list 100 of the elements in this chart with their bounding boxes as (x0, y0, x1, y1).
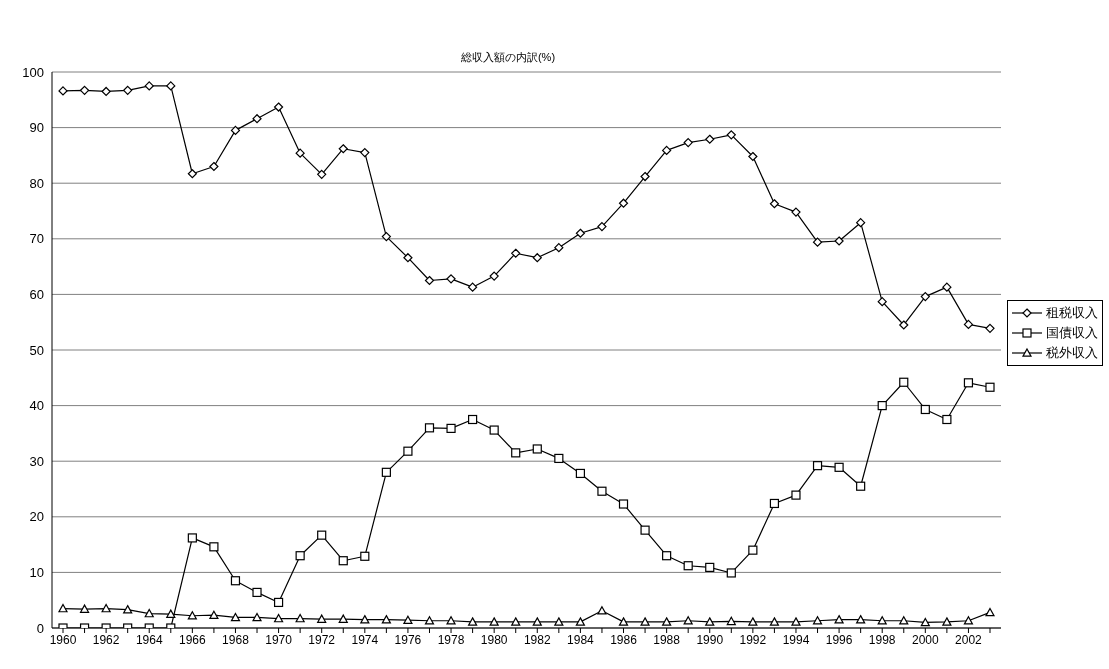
y-tick-label: 20 (29, 509, 44, 525)
point (920, 617, 930, 627)
point (403, 446, 413, 456)
point (575, 468, 585, 479)
point (338, 144, 348, 154)
point (295, 551, 305, 561)
point (942, 617, 952, 626)
x-tick-label: 1984 (567, 632, 595, 647)
point (123, 605, 133, 614)
y-tick-label: 90 (29, 120, 44, 136)
point (769, 498, 780, 509)
x-tick-label: 1986 (610, 632, 638, 647)
point (856, 481, 866, 491)
point (705, 134, 715, 144)
point (446, 616, 456, 625)
point (360, 615, 370, 624)
point (963, 378, 974, 388)
point (187, 611, 197, 620)
y-tick-label: 100 (22, 64, 44, 80)
y-tick-label: 30 (29, 453, 44, 469)
x-tick-label: 1994 (782, 632, 810, 647)
y-tick-label: 70 (29, 231, 44, 247)
x-tick-label: 1974 (351, 632, 379, 647)
point (640, 171, 650, 182)
point (856, 615, 866, 624)
y-tick-label: 0 (36, 620, 44, 636)
point (446, 423, 456, 433)
point (834, 615, 844, 624)
point (618, 617, 629, 626)
chart-title: 総収入額の内訳(%) (459, 50, 557, 65)
point (209, 161, 219, 172)
x-tick-label: 1970 (265, 632, 293, 647)
point (252, 612, 262, 622)
point (618, 198, 629, 208)
point (230, 576, 241, 586)
point (123, 85, 133, 95)
x-tick-label: 1976 (394, 632, 422, 647)
x-tick-label: 1992 (739, 632, 767, 647)
point (295, 613, 305, 623)
point (424, 423, 435, 433)
point (597, 486, 607, 496)
point (166, 609, 176, 618)
x-tick-label: 1978 (437, 632, 465, 647)
legend-label: 租税収入 (1046, 304, 1098, 322)
point (812, 461, 823, 471)
x-tick-label: 2000 (911, 632, 939, 647)
point (360, 551, 370, 561)
point (166, 81, 176, 91)
point (899, 320, 909, 330)
point (575, 228, 585, 238)
point (532, 444, 542, 454)
point (554, 243, 564, 253)
x-tick-label: 1998 (868, 632, 896, 647)
point (511, 617, 521, 626)
point (705, 562, 715, 572)
x-tick-label: 1962 (92, 632, 120, 647)
point (79, 604, 90, 613)
point (812, 237, 823, 247)
point (769, 199, 780, 209)
point (187, 533, 197, 543)
point (920, 292, 930, 302)
point (942, 414, 952, 425)
point (101, 603, 111, 613)
point (511, 448, 521, 458)
point (317, 530, 327, 540)
point (554, 453, 564, 464)
point (877, 616, 887, 625)
point (597, 606, 607, 615)
point (683, 138, 693, 148)
point (338, 614, 348, 623)
point (144, 608, 154, 618)
point (230, 125, 241, 135)
point (79, 85, 90, 95)
y-tick-label: 40 (29, 398, 44, 414)
y-tick-label: 10 (29, 565, 44, 581)
point (101, 86, 111, 97)
point (899, 377, 909, 387)
point (791, 490, 801, 500)
legend-label: 国債収入 (1046, 324, 1098, 342)
point (748, 617, 758, 626)
point (511, 248, 521, 258)
point (899, 616, 909, 625)
point (532, 253, 542, 263)
point (877, 297, 887, 307)
point (532, 617, 542, 626)
point (58, 603, 68, 613)
point (662, 617, 672, 626)
point (877, 401, 887, 411)
point (942, 282, 952, 292)
y-tick-label: 80 (29, 175, 44, 191)
point (468, 282, 478, 292)
x-tick-label: 1988 (653, 632, 681, 647)
point (489, 617, 499, 626)
point (597, 219, 609, 232)
point (252, 114, 262, 124)
point (554, 617, 564, 626)
point (726, 568, 736, 578)
point (187, 169, 197, 179)
x-tick-label: 1960 (49, 632, 77, 647)
point (812, 616, 823, 625)
